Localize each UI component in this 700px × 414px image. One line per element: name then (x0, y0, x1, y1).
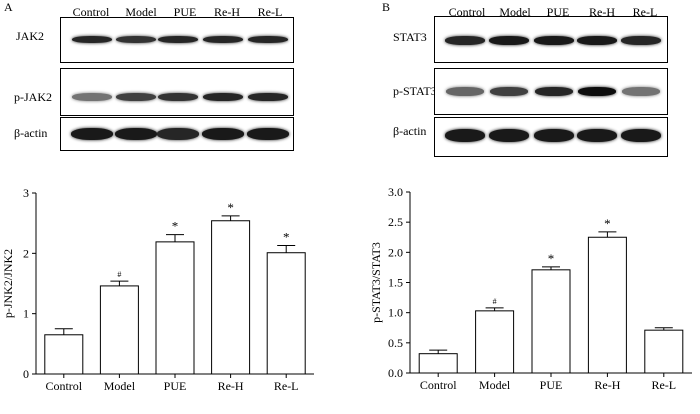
p-stat3-band-4 (578, 87, 616, 96)
panel-b-letter: B (382, 0, 391, 14)
lane-label-re-h: Re-H (589, 5, 615, 19)
stat3-band-1 (445, 36, 485, 45)
beta-actin-band-3 (534, 129, 574, 142)
bar-pue (155, 241, 195, 375)
y-tick-label: 2 (23, 246, 29, 260)
blot-label-p-stat3: p-STAT3 (393, 84, 437, 98)
x-tick-label: PUE (164, 379, 187, 393)
bar-model (99, 285, 139, 375)
y-tick-label: 1.0 (388, 306, 403, 320)
lane-label-control: Control (448, 5, 486, 19)
beta-actin-band-5 (621, 129, 661, 142)
lane-label-model: Model (499, 5, 531, 19)
beta-actin-band-1 (445, 129, 485, 142)
x-tick-label: PUE (540, 378, 563, 392)
y-tick-label: 3 (23, 186, 29, 200)
stat3-blot (434, 16, 668, 63)
p-jak2-band-1 (72, 93, 112, 101)
stat3-band-5 (621, 36, 661, 45)
y-axis-label: p-STAT3/STAT3 (369, 242, 383, 323)
beta-actin-band-1 (71, 128, 113, 140)
y-tick-label: 3.0 (388, 185, 403, 199)
p-stat3-band-5 (622, 87, 660, 96)
beta-actin-blot (434, 117, 668, 157)
p-stat3-band-1 (446, 87, 484, 96)
jak2-band-1 (72, 36, 112, 43)
x-tick-label: Re-H (218, 379, 244, 393)
p-stat3-band-3 (535, 87, 573, 96)
beta-actin-band-2 (489, 129, 529, 142)
x-tick-label: Re-H (594, 378, 620, 392)
bar-pue (531, 269, 571, 374)
lane-label-re-h: Re-H (214, 5, 240, 19)
bar-model (475, 310, 515, 374)
blot-label-jak2: JAK2 (16, 29, 45, 43)
p-jak2-band-5 (248, 93, 288, 101)
beta-actin-band-4 (577, 129, 617, 142)
significance-marker: * (227, 200, 234, 215)
x-tick-label: Control (45, 379, 82, 393)
lane-label-model: Model (125, 5, 157, 19)
y-tick-label: 2.0 (388, 245, 403, 259)
stat3-band-4 (577, 36, 617, 45)
bar-re-l (266, 252, 306, 375)
x-tick-label: Re-L (651, 378, 676, 392)
y-tick-label: 1 (23, 307, 29, 321)
p-stat3-band-2 (490, 87, 528, 96)
bar-re-h (587, 236, 627, 374)
lane-label-pue: PUE (546, 5, 570, 19)
beta-actin-blot (60, 117, 294, 151)
y-axis-label: p-JNK2/JNK2 (1, 249, 15, 318)
bar-control (418, 353, 458, 374)
blot-label-beta-actin: β-actin (393, 124, 427, 138)
panel-b-lane-labels: Control Model PUE Re-H Re-L (440, 5, 666, 20)
significance-marker: # (493, 297, 497, 306)
y-tick-label: 0.5 (388, 336, 403, 350)
blot-label-p-jak2: p-JAK2 (14, 90, 52, 104)
beta-actin-band-3 (157, 128, 199, 140)
bar-re-l (644, 329, 684, 374)
p-stat3-bar-chart: 0.0 0.5 1.0 1.5 2.0 2.5 3.0 p-STAT3/STAT3 Contro… (369, 185, 692, 392)
stat3-band-2 (489, 36, 529, 45)
significance-marker: * (172, 219, 179, 234)
significance-marker: * (283, 229, 290, 244)
p-jak2-blot (60, 68, 294, 116)
blot-label-beta-actin: β-actin (14, 126, 48, 140)
y-tick-label: 2.5 (388, 215, 403, 229)
panel-a-lane-labels: Control Model PUE Re-H Re-L (66, 5, 290, 20)
y-tick-label: 0.0 (388, 366, 403, 380)
blot-label-stat3: STAT3 (393, 30, 427, 44)
beta-actin-band-2 (115, 128, 157, 140)
x-tick-label: Re-L (274, 379, 299, 393)
p-jak2-band-4 (203, 93, 243, 101)
p-jak2-band-2 (116, 93, 156, 101)
jak2-band-4 (203, 36, 243, 43)
x-tick-label: Model (479, 378, 511, 392)
bar-control (44, 334, 84, 375)
y-tick-label: 0 (23, 367, 29, 381)
beta-actin-band-5 (247, 128, 289, 140)
significance-marker: * (604, 216, 611, 231)
stat3-band-3 (534, 36, 574, 45)
jak2-band-2 (116, 36, 156, 43)
p-stat3-blot (434, 68, 668, 115)
lane-label-re-l: Re-L (632, 5, 658, 19)
jak2-blot (60, 17, 294, 63)
y-tick-label: 1.5 (388, 276, 403, 290)
significance-marker: * (548, 251, 555, 266)
x-tick-label: Control (420, 378, 457, 392)
bar-re-h (211, 220, 251, 375)
x-tick-label: Model (104, 379, 136, 393)
p-jak2-band-3 (158, 93, 198, 101)
panel-a-letter: A (4, 0, 13, 14)
significance-marker: # (117, 270, 121, 279)
lane-label-re-l: Re-L (257, 5, 283, 19)
jak2-band-3 (158, 36, 198, 43)
p-jnk2-bar-chart: 0 1 2 3 p-JNK2/JNK2 Control Model # PUE * Re-H * Re-… (1, 186, 314, 393)
lane-label-pue: PUE (173, 5, 197, 19)
lane-label-control: Control (72, 5, 110, 19)
jak2-band-5 (248, 36, 288, 43)
beta-actin-band-4 (202, 128, 244, 140)
